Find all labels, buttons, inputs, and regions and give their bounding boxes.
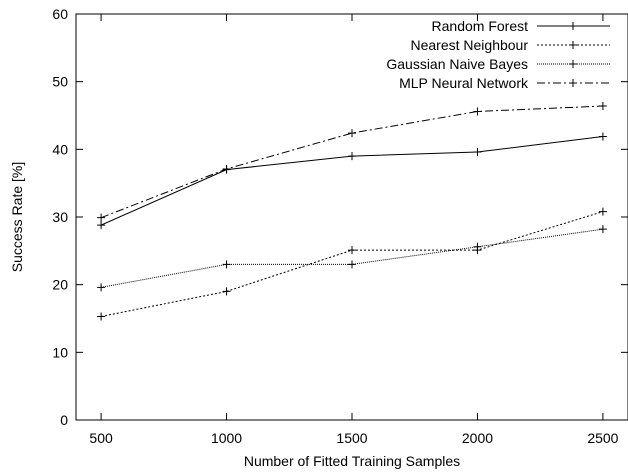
legend-item: Gaussian Naive Bayes [386,56,610,72]
series-line [100,135,603,226]
y-tick-label: 60 [52,6,68,22]
legend-label: Gaussian Naive Bayes [386,56,528,72]
data-point [598,102,607,111]
y-tick-label: 20 [52,277,68,293]
data-point [348,152,356,161]
data-point [598,132,607,141]
legend-item: Nearest Neighbour [410,37,610,53]
x-axis-label: Number of Fitted Training Samples [244,453,460,469]
legend-label: Random Forest [432,18,529,34]
legend-marker [569,41,577,49]
series-line [100,211,604,317]
data-point [97,221,106,230]
legend-marker [569,22,577,30]
axis-ticks: 0 10 20 30 40 50 60 500 1000 1500 2000 2500 [52,6,628,446]
series-1 [97,132,607,230]
series-group [97,102,607,321]
data-point [348,246,356,255]
series-4 [97,102,607,222]
data-point [473,242,482,251]
data-point [598,225,607,234]
series-line [101,228,603,288]
series-line [100,105,603,219]
data-point [222,164,231,173]
legend: Random Forest Nearest Neighbour Gaussian N… [386,18,610,91]
legend-marker [569,60,577,68]
y-tick-label: 40 [52,141,68,157]
data-point [97,283,106,292]
legend-item: Random Forest [432,18,610,34]
data-point [97,213,106,222]
legend-item: MLP Neural Network [399,75,610,91]
data-point [348,260,356,269]
data-point [97,312,106,321]
legend-marker [569,79,577,87]
data-point [473,148,482,157]
y-tick-label: 50 [52,74,68,90]
series-2 [97,207,607,321]
y-tick-label: 30 [52,209,68,225]
y-tick-label: 0 [60,412,68,428]
data-point [222,260,231,269]
data-point [473,107,482,116]
data-point [598,207,607,216]
legend-label: MLP Neural Network [399,75,529,91]
y-tick-label: 10 [52,344,68,360]
plot-frame [75,13,628,421]
x-tick-label: 1500 [336,430,367,446]
x-tick-label: 2500 [587,430,618,446]
series-3 [97,225,607,292]
x-tick-label: 1000 [211,430,242,446]
x-tick-label: 500 [89,430,113,446]
legend-label: Nearest Neighbour [410,37,528,53]
x-tick-label: 2000 [462,430,493,446]
data-point [222,287,231,296]
data-point [348,129,356,138]
y-axis-label: Success Rate [%] [9,162,25,273]
